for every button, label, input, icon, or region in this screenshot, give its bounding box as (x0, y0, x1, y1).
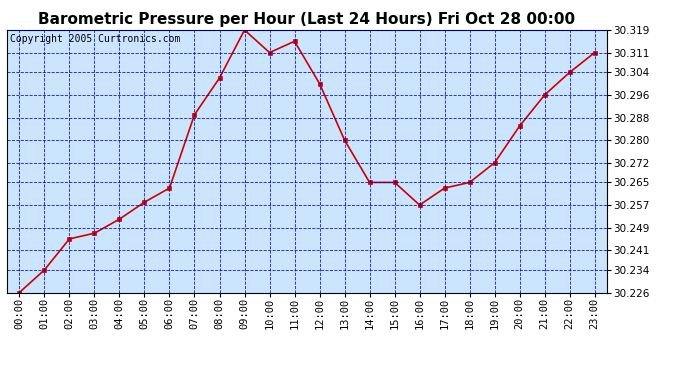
Title: Barometric Pressure per Hour (Last 24 Hours) Fri Oct 28 00:00: Barometric Pressure per Hour (Last 24 Ho… (39, 12, 575, 27)
Text: Copyright 2005 Curtronics.com: Copyright 2005 Curtronics.com (10, 34, 180, 44)
